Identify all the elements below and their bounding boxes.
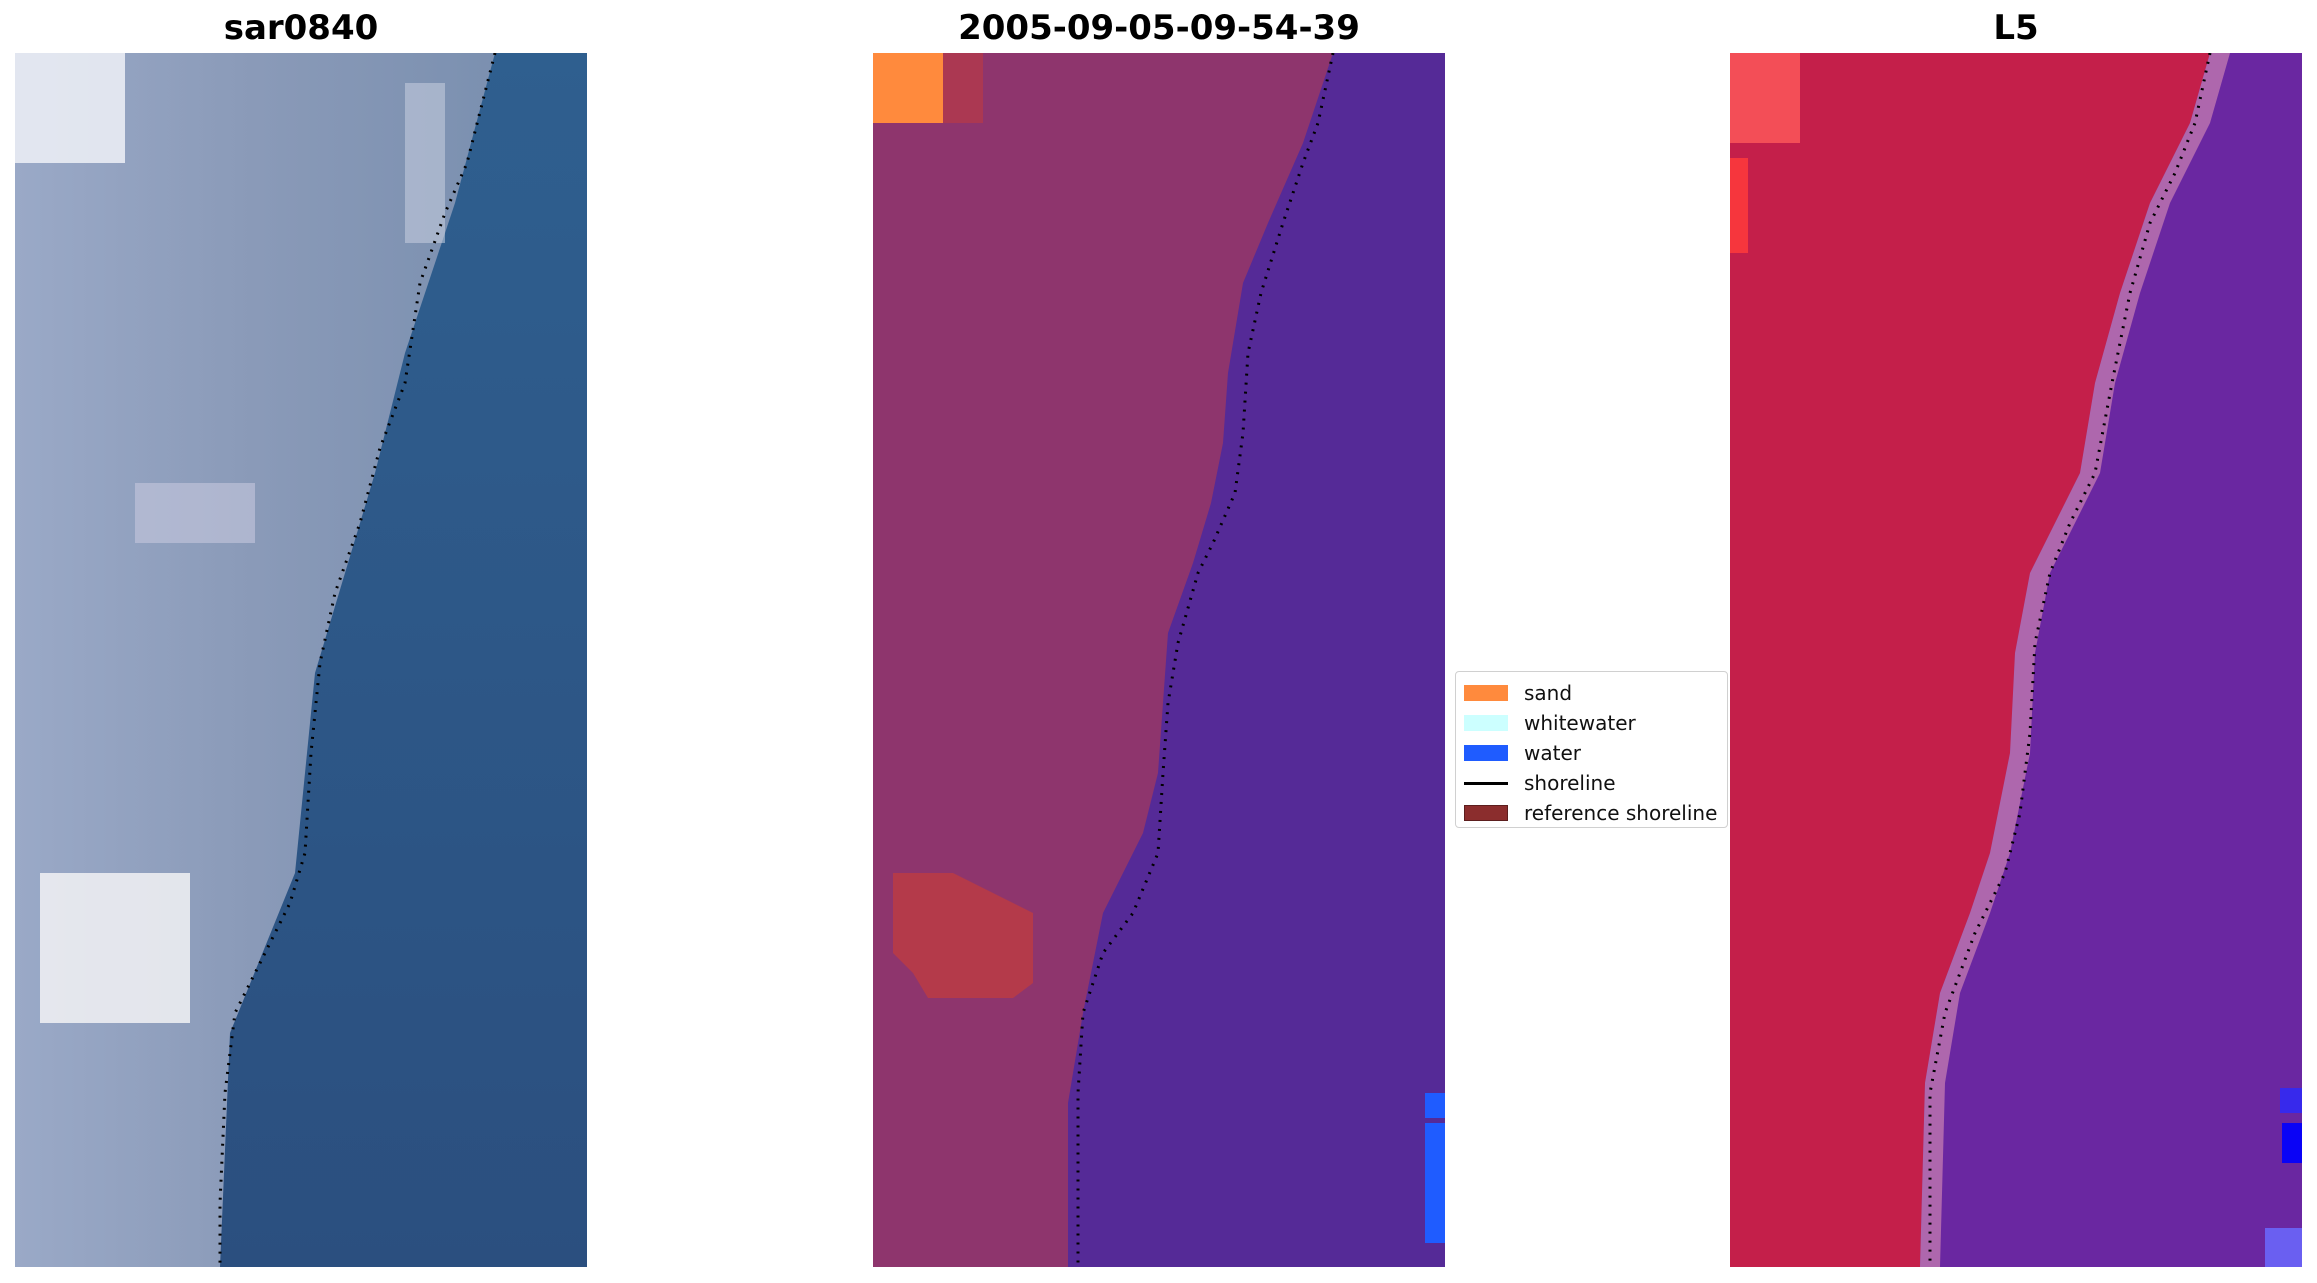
bright-structure	[15, 53, 125, 163]
legend-label-reference-shoreline: reference shoreline	[1524, 801, 1718, 825]
legend-label-sand: sand	[1524, 681, 1573, 705]
legend-label-whitewater: whitewater	[1524, 711, 1636, 735]
legend-line-shoreline	[1464, 775, 1508, 791]
false-color-panel	[1730, 53, 2302, 1267]
legend-item-sand: sand	[1456, 678, 1727, 708]
sand-patch	[873, 53, 943, 123]
classification-panel	[873, 53, 1445, 1267]
legend-item-water: water	[1456, 738, 1727, 768]
shoreline	[1076, 53, 1335, 1267]
shoreline	[1928, 53, 2212, 1267]
rgb-image-panel	[15, 53, 587, 1267]
legend-item-reference-shoreline: reference shoreline	[1456, 798, 1727, 828]
bright-building	[40, 873, 190, 1023]
legend-swatch-sand	[1464, 685, 1508, 701]
false-color-land	[1730, 53, 2210, 1267]
legend-item-whitewater: whitewater	[1456, 708, 1727, 738]
legend-item-shoreline: shoreline	[1456, 768, 1727, 798]
legend-label-shoreline: shoreline	[1524, 771, 1616, 795]
bright-red-patch	[1730, 53, 1800, 143]
classification-image	[873, 53, 1445, 1267]
blue-pixel-3	[2265, 1228, 2302, 1267]
water-pixel-2	[1425, 1123, 1445, 1243]
blue-pixel-2	[2282, 1123, 2302, 1163]
panel-title-false-color: L5	[1993, 8, 2039, 48]
panel-title-classification: 2005-09-05-09-54-39	[958, 8, 1360, 48]
pale-patch	[135, 483, 255, 543]
legend: sand whitewater water shoreline referenc…	[1455, 671, 1728, 828]
blue-pixel-1	[2280, 1088, 2302, 1113]
legend-swatch-water	[1464, 745, 1508, 761]
red-edge-patch	[1730, 158, 1748, 253]
legend-swatch-reference-shoreline	[1464, 805, 1508, 821]
pale-strip	[405, 83, 445, 243]
red-patch-top	[943, 53, 983, 123]
water-pixel-1	[1425, 1093, 1445, 1118]
rgb-image	[15, 53, 587, 1267]
shoreline	[218, 53, 497, 1267]
panel-title-rgb: sar0840	[223, 8, 379, 48]
red-patch	[893, 873, 1033, 998]
legend-swatch-whitewater	[1464, 715, 1508, 731]
false-color-image	[1730, 53, 2302, 1267]
legend-label-water: water	[1524, 741, 1581, 765]
